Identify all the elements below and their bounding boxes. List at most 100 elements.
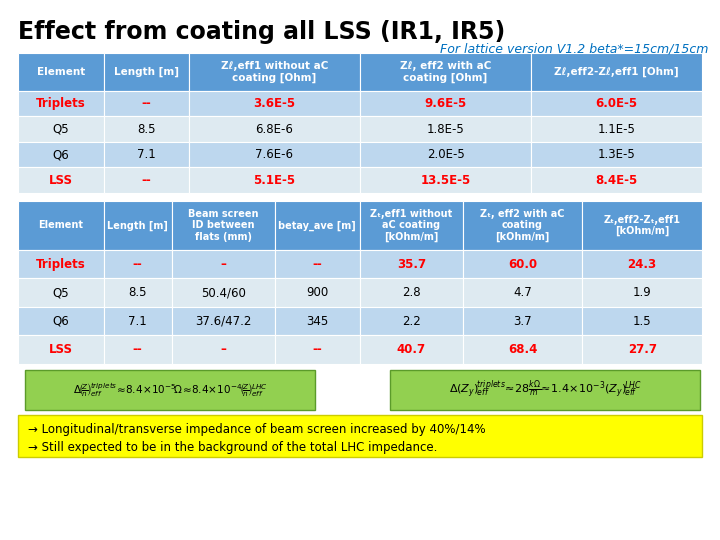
Bar xyxy=(360,201,463,250)
Bar xyxy=(189,116,360,142)
Text: Q6: Q6 xyxy=(53,148,69,161)
Text: 1.1E-5: 1.1E-5 xyxy=(598,123,636,136)
Bar xyxy=(189,91,360,116)
Bar xyxy=(18,279,104,307)
Bar xyxy=(360,279,463,307)
Bar xyxy=(104,53,189,91)
Bar xyxy=(531,53,702,91)
Text: 37.6/47.2: 37.6/47.2 xyxy=(195,315,251,328)
Text: 8.4E-5: 8.4E-5 xyxy=(595,174,638,187)
Bar xyxy=(274,335,360,364)
Text: 1.5: 1.5 xyxy=(633,315,652,328)
Text: → Longitudinal/transverse impedance of beam screen increased by 40%/14%: → Longitudinal/transverse impedance of b… xyxy=(28,423,485,436)
Text: 9.6E-5: 9.6E-5 xyxy=(424,97,467,110)
Bar xyxy=(189,53,360,91)
Text: 13.5E-5: 13.5E-5 xyxy=(420,174,471,187)
Text: 3.6E-5: 3.6E-5 xyxy=(253,97,296,110)
Text: 27.7: 27.7 xyxy=(628,343,657,356)
Text: 4.7: 4.7 xyxy=(513,286,532,299)
Bar xyxy=(274,250,360,279)
Bar xyxy=(172,307,274,335)
Bar xyxy=(463,279,582,307)
Text: Effect from coating all LSS (IR1, IR5): Effect from coating all LSS (IR1, IR5) xyxy=(18,20,505,44)
Text: Q5: Q5 xyxy=(53,286,69,299)
Text: 8.5: 8.5 xyxy=(128,286,147,299)
Bar xyxy=(104,201,172,250)
Bar xyxy=(531,91,702,116)
Text: 7.1: 7.1 xyxy=(137,148,156,161)
Bar xyxy=(104,279,172,307)
Text: 2.2: 2.2 xyxy=(402,315,420,328)
Text: 50.4/60: 50.4/60 xyxy=(201,286,246,299)
Text: 1.3E-5: 1.3E-5 xyxy=(598,148,635,161)
Bar xyxy=(360,53,531,91)
Text: Triplets: Triplets xyxy=(36,97,86,110)
Bar xyxy=(360,116,531,142)
Bar xyxy=(360,307,463,335)
Text: Length [m]: Length [m] xyxy=(114,67,179,77)
Text: Element: Element xyxy=(37,67,85,77)
Text: 6.0E-5: 6.0E-5 xyxy=(595,97,638,110)
Text: 7.6E-6: 7.6E-6 xyxy=(256,148,294,161)
Bar xyxy=(104,167,189,193)
Text: 68.4: 68.4 xyxy=(508,343,537,356)
Text: Beam screen
ID between
flats (mm): Beam screen ID between flats (mm) xyxy=(188,209,258,242)
Text: 2.8: 2.8 xyxy=(402,286,420,299)
Text: --: -- xyxy=(141,174,151,187)
Text: –: – xyxy=(220,258,226,271)
Bar xyxy=(463,307,582,335)
Bar xyxy=(360,335,463,364)
Bar xyxy=(18,335,104,364)
Bar xyxy=(172,279,274,307)
Text: Zₜ, eff2 with aC
coating
[kOhm/m]: Zₜ, eff2 with aC coating [kOhm/m] xyxy=(480,209,564,242)
Text: 8.5: 8.5 xyxy=(137,123,156,136)
Text: --: -- xyxy=(141,97,151,110)
Text: 5.1E-5: 5.1E-5 xyxy=(253,174,296,187)
Text: Triplets: Triplets xyxy=(36,258,86,271)
Bar xyxy=(463,335,582,364)
Bar xyxy=(18,415,702,457)
Bar xyxy=(189,142,360,167)
Text: $\Delta(Z_y)_{\!eff}^{\!triplets}\!\approx\!28\frac{k\Omega}{m}\!\approx\!1.4\!\: $\Delta(Z_y)_{\!eff}^{\!triplets}\!\appr… xyxy=(449,379,642,401)
Bar xyxy=(172,201,274,250)
Text: 2.0E-5: 2.0E-5 xyxy=(427,148,464,161)
Bar xyxy=(274,279,360,307)
Bar xyxy=(582,250,702,279)
Bar xyxy=(104,142,189,167)
Bar xyxy=(531,167,702,193)
Text: LSS: LSS xyxy=(49,343,73,356)
Bar xyxy=(18,307,104,335)
Bar xyxy=(274,201,360,250)
Text: $\Delta\!\left(\!\frac{Z}{n}\!\right)_{\!eff}^{\!triplets}\!\approx\!8.4\!\times: $\Delta\!\left(\!\frac{Z}{n}\!\right)_{\… xyxy=(73,381,267,399)
Text: 6.8E-6: 6.8E-6 xyxy=(256,123,294,136)
Text: 24.3: 24.3 xyxy=(628,258,657,271)
Bar xyxy=(582,201,702,250)
Bar xyxy=(390,370,700,410)
Bar xyxy=(104,335,172,364)
Text: Zₜ,eff2-Zₜ,eff1
[kOhm/m]: Zₜ,eff2-Zₜ,eff1 [kOhm/m] xyxy=(603,214,680,237)
Bar xyxy=(360,142,531,167)
Bar xyxy=(531,116,702,142)
Bar xyxy=(104,307,172,335)
Text: 60.0: 60.0 xyxy=(508,258,537,271)
Bar xyxy=(531,142,702,167)
Text: betay_ave [m]: betay_ave [m] xyxy=(279,220,356,231)
Text: 345: 345 xyxy=(306,315,328,328)
Text: Zₜ,eff1 without
aC coating
[kOhm/m]: Zₜ,eff1 without aC coating [kOhm/m] xyxy=(370,209,452,242)
Bar xyxy=(463,250,582,279)
Bar xyxy=(463,201,582,250)
Bar xyxy=(582,279,702,307)
Bar xyxy=(18,167,104,193)
Text: --: -- xyxy=(312,258,322,271)
Text: Zℓ,eff1 without aC
coating [Ohm]: Zℓ,eff1 without aC coating [Ohm] xyxy=(221,61,328,83)
Text: Q5: Q5 xyxy=(53,123,69,136)
Bar xyxy=(582,307,702,335)
Bar xyxy=(274,307,360,335)
Text: 1.9: 1.9 xyxy=(633,286,652,299)
Text: Zℓ,eff2-Zℓ,eff1 [Ohm]: Zℓ,eff2-Zℓ,eff1 [Ohm] xyxy=(554,67,679,77)
Bar xyxy=(104,250,172,279)
Text: --: -- xyxy=(132,343,143,356)
Bar xyxy=(360,91,531,116)
Bar xyxy=(18,201,104,250)
Text: LSS: LSS xyxy=(49,174,73,187)
